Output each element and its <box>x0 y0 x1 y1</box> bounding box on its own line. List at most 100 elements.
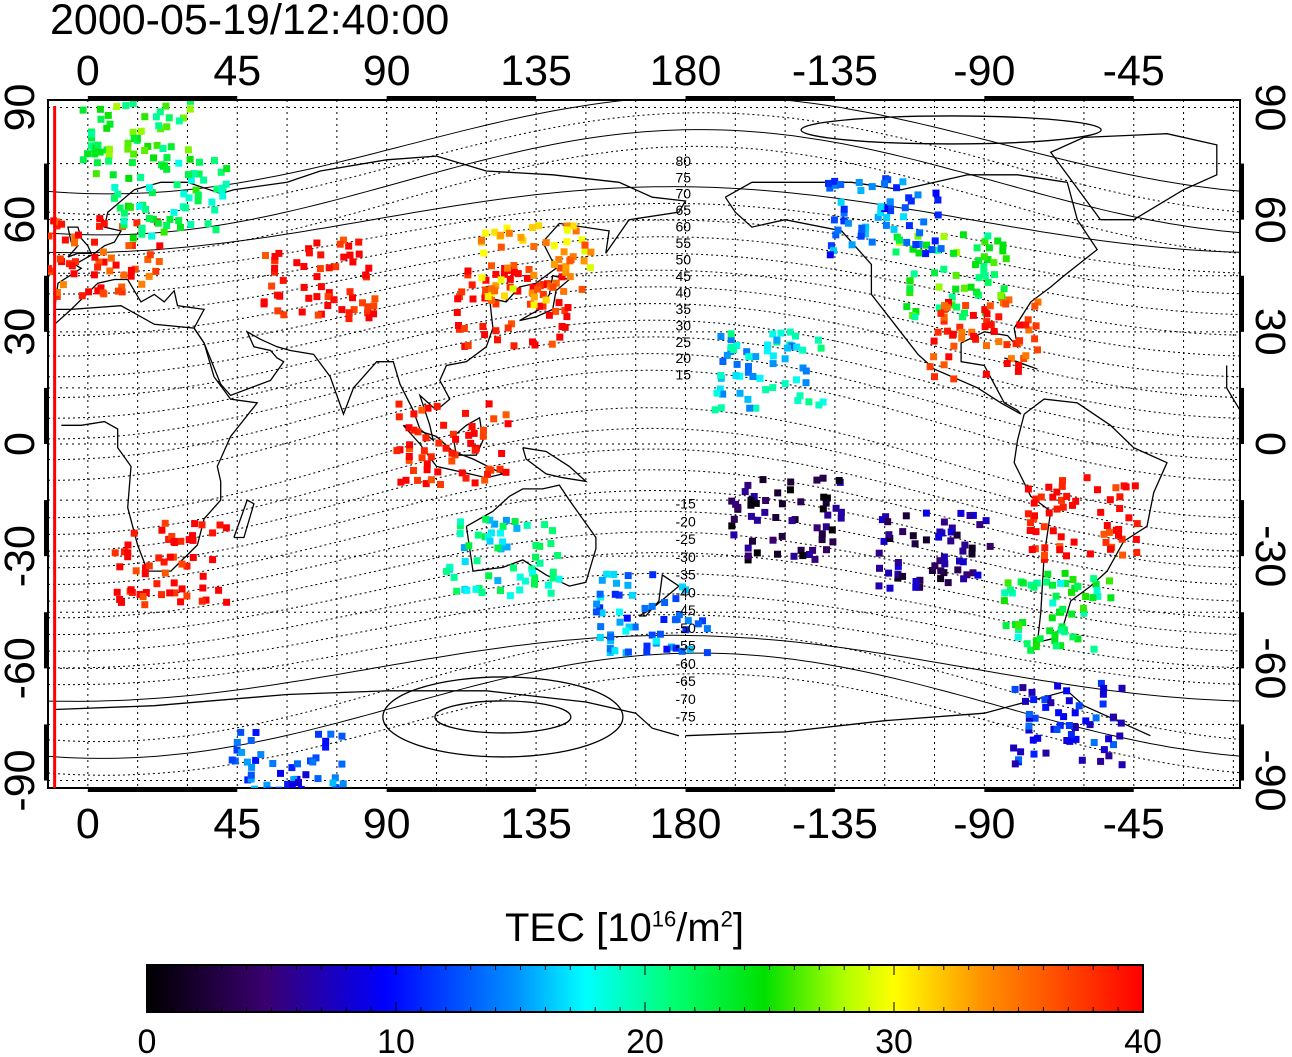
tec-point <box>981 238 989 246</box>
tec-point <box>198 597 206 605</box>
tec-point <box>934 196 942 204</box>
tec-point <box>932 189 940 197</box>
tec-point <box>769 536 777 544</box>
tec-point <box>257 789 264 796</box>
tec-point <box>684 617 692 625</box>
tec-point <box>973 244 981 252</box>
tec-point <box>857 232 865 240</box>
tec-point <box>534 285 542 293</box>
tec-point <box>1024 485 1032 493</box>
tec-point <box>124 541 132 549</box>
tec-point <box>1116 732 1124 740</box>
tec-point <box>558 323 566 330</box>
tec-point <box>820 493 828 501</box>
tec-point <box>1030 499 1038 507</box>
tec-point <box>1011 760 1019 768</box>
tec-point <box>797 546 805 554</box>
tec-point <box>180 114 187 122</box>
tec-point <box>544 581 552 589</box>
tec-point <box>937 567 945 575</box>
contour-label: -70 <box>676 691 696 707</box>
tec-point <box>332 263 340 271</box>
tec-point <box>355 238 363 246</box>
mag-lat-contour <box>48 253 1240 336</box>
tec-point <box>994 237 1002 245</box>
tec-point <box>622 627 630 635</box>
tec-point <box>1002 622 1010 630</box>
tec-point <box>818 530 826 538</box>
tec-point <box>127 586 135 594</box>
axis-bar-lat <box>1239 500 1244 557</box>
tec-point <box>625 623 633 631</box>
tec-point <box>170 538 178 545</box>
tec-point <box>53 218 61 226</box>
lon-tick-label-top: 180 <box>650 47 722 95</box>
lon-tick-label-bottom: 135 <box>500 800 572 848</box>
tec-point <box>986 542 994 550</box>
tec-point <box>191 520 199 528</box>
tec-point <box>110 194 118 202</box>
tec-point <box>784 344 791 352</box>
tec-point <box>1041 552 1048 559</box>
tec-point <box>719 358 727 365</box>
tec-point <box>365 314 373 322</box>
colorbar-ticks: 0 10 20 30 40 <box>138 965 1162 1057</box>
axis-bar-lon <box>984 96 1134 101</box>
tec-point <box>90 271 98 279</box>
tec-point <box>1083 474 1091 482</box>
magnetic-latitude-contours <box>48 100 1240 776</box>
tec-point <box>1053 505 1061 513</box>
tec-point <box>252 756 260 764</box>
lat-tick-label-right: 60 <box>1246 196 1292 244</box>
tec-point <box>345 309 353 317</box>
tec-point <box>950 375 958 383</box>
tec-point <box>314 311 322 319</box>
tec-point <box>349 294 356 302</box>
tec-point <box>78 292 86 300</box>
tec-point <box>317 283 325 291</box>
tec-point <box>340 253 348 261</box>
tec-point <box>840 205 848 213</box>
tec-point <box>786 486 794 494</box>
tec-point <box>1082 593 1090 600</box>
tec-point <box>560 248 568 256</box>
tec-point <box>826 184 834 192</box>
tec-point <box>1033 579 1041 587</box>
tec-point <box>410 410 418 418</box>
tec-point <box>1056 546 1064 554</box>
tec-point <box>920 218 928 226</box>
tec-point <box>129 100 137 108</box>
mag-lat-contour <box>48 593 1240 669</box>
tec-point <box>126 203 134 211</box>
lon-tick-label-bottom: 0 <box>76 800 100 848</box>
tec-point <box>165 114 173 122</box>
tec-point <box>799 346 807 354</box>
tec-point <box>1044 570 1052 578</box>
tec-point <box>940 553 948 561</box>
tec-point <box>442 444 450 452</box>
tec-point <box>531 580 538 588</box>
lat-tick-label-left: -90 <box>0 749 44 811</box>
mag-lat-contour <box>48 427 1240 535</box>
tec-point <box>663 645 671 653</box>
tec-point <box>624 648 632 656</box>
tec-point <box>284 780 292 788</box>
axis-bar-lat <box>1239 612 1244 669</box>
tec-point <box>554 552 562 559</box>
tec-point <box>145 214 153 222</box>
lat-tick-label-left: 30 <box>0 308 44 356</box>
tec-point <box>141 113 149 121</box>
tec-point <box>950 342 958 350</box>
tec-point <box>155 122 163 130</box>
tec-point <box>427 476 435 484</box>
tec-point <box>222 524 230 532</box>
tec-point <box>265 793 272 800</box>
tec-point <box>672 644 680 652</box>
tec-point <box>902 512 910 520</box>
tec-point <box>916 583 924 591</box>
tec-point <box>247 771 255 779</box>
tec-point <box>177 598 185 606</box>
tec-point <box>819 398 827 406</box>
tec-point <box>124 145 132 153</box>
tec-point <box>986 302 994 310</box>
